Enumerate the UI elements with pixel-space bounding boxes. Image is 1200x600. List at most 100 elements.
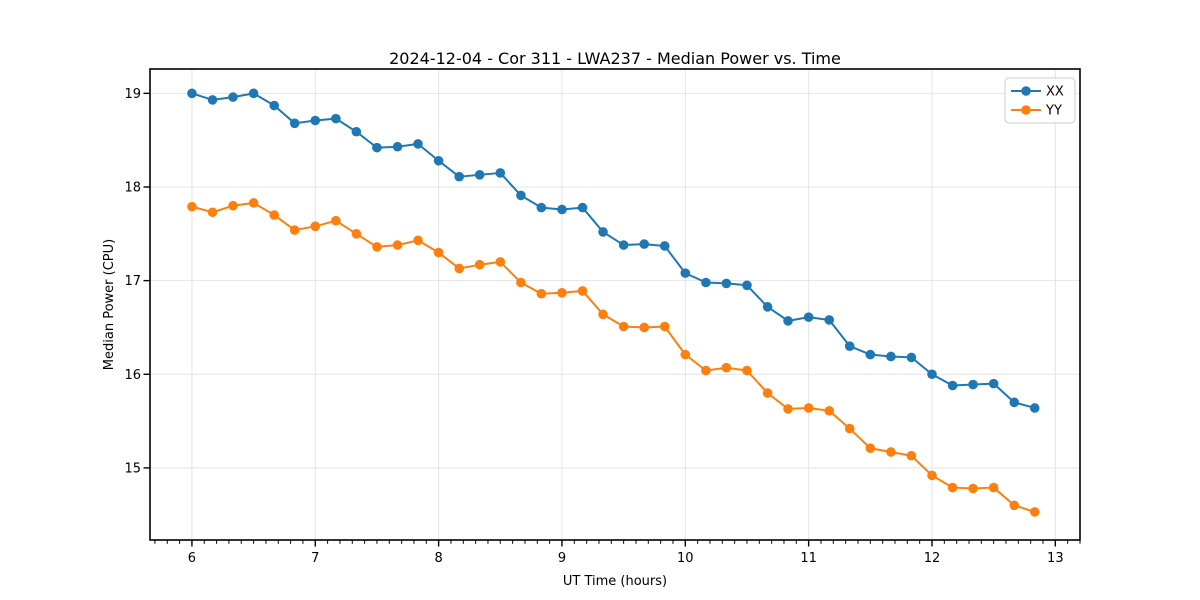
data-point-xx [803, 312, 814, 322]
data-point-yy [577, 286, 588, 296]
y-tick-label: 15 [124, 461, 141, 476]
data-point-yy [248, 198, 259, 208]
data-point-xx [618, 240, 629, 250]
data-point-xx [474, 170, 485, 180]
legend-box [1004, 77, 1076, 124]
data-point-yy [988, 482, 999, 493]
data-point-xx [721, 278, 732, 289]
data-point-xx [659, 241, 670, 251]
x-axis-label: UT Time (hours) [563, 574, 667, 589]
data-point-yy [762, 388, 773, 398]
data-point-xx [1009, 397, 1020, 408]
data-point-yy [1009, 500, 1020, 511]
series-xx [187, 88, 1040, 413]
data-point-yy [557, 287, 567, 298]
data-point-yy [927, 470, 937, 481]
axis-text: 2024-12-04 - Cor 311 - LWA237 - Median P… [102, 49, 841, 589]
data-point-yy [1029, 507, 1040, 517]
x-tick-label: 11 [800, 551, 817, 566]
data-point-xx [886, 351, 896, 362]
data-point-xx [824, 315, 835, 325]
axes-border [149, 68, 1081, 541]
data-point-xx [248, 88, 259, 99]
y-tick-label: 16 [124, 368, 141, 383]
data-point-yy [372, 242, 382, 252]
legend-label-xx: XX [1046, 85, 1064, 100]
data-point-xx [413, 139, 423, 149]
data-point-xx [331, 113, 341, 124]
data-point-xx [433, 155, 444, 166]
x-tick-label: 6 [188, 551, 196, 566]
data-point-xx [289, 118, 300, 129]
data-point-xx [988, 378, 999, 389]
data-point-xx [844, 341, 855, 351]
data-point-xx [680, 268, 691, 278]
data-point-yy [536, 288, 547, 299]
data-point-yy [454, 263, 465, 274]
data-point-yy [742, 365, 752, 376]
x-tick-label: 7 [311, 551, 319, 566]
data-point-yy [906, 450, 917, 461]
data-point-yy [844, 423, 855, 434]
data-point-xx [947, 380, 958, 391]
legend: XX YY [1004, 77, 1076, 124]
series-yy [187, 198, 1040, 517]
data-point-yy [331, 215, 341, 226]
data-point-xx [516, 190, 526, 201]
plot-series [187, 88, 1040, 517]
data-point-xx [577, 202, 588, 213]
data-point-yy [516, 277, 526, 288]
data-point-yy [228, 200, 238, 211]
data-point-yy [968, 483, 978, 494]
x-tick-label: 9 [558, 551, 566, 566]
data-point-xx [783, 316, 793, 326]
axis-ticks [143, 92, 1081, 547]
legend-marker-sample [1021, 86, 1031, 96]
data-point-xx [269, 100, 280, 111]
data-point-yy [598, 309, 608, 320]
data-point-xx [701, 277, 711, 288]
data-point-xx [495, 168, 506, 178]
data-point-xx [927, 369, 937, 380]
data-point-xx [351, 126, 362, 137]
data-point-xx [762, 302, 773, 312]
y-axis-label: Median Power (CPU) [102, 239, 117, 370]
x-tick-label: 12 [924, 551, 941, 566]
data-point-yy [639, 322, 650, 333]
data-point-yy [289, 225, 300, 235]
data-point-xx [187, 88, 197, 99]
data-point-yy [618, 321, 629, 332]
data-point-yy [187, 201, 197, 212]
data-point-xx [310, 115, 321, 126]
data-point-xx [906, 352, 917, 363]
data-point-yy [207, 207, 218, 218]
data-point-yy [351, 229, 362, 239]
data-point-yy [803, 403, 814, 413]
y-tick-label: 19 [124, 87, 141, 102]
data-point-xx [639, 239, 650, 249]
y-tick-label: 17 [124, 274, 141, 289]
grid-lines [150, 69, 1080, 540]
legend-marker-sample [1021, 105, 1031, 115]
data-point-yy [947, 482, 958, 493]
data-point-yy [680, 349, 691, 360]
x-tick-label: 8 [434, 551, 442, 566]
data-point-xx [454, 171, 465, 182]
data-point-yy [886, 447, 896, 457]
chart-title: 2024-12-04 - Cor 311 - LWA237 - Median P… [389, 49, 841, 68]
data-point-yy [474, 259, 485, 270]
data-point-xx [392, 141, 403, 152]
data-point-xx [598, 227, 608, 237]
data-point-yy [783, 404, 793, 414]
tick-labels: 6 7 8 9 10 11 12 13 15 16 17 18 19 [124, 87, 1063, 566]
data-point-xx [968, 379, 978, 390]
data-point-xx [865, 349, 876, 360]
data-point-yy [310, 221, 321, 232]
data-point-xx [1029, 403, 1040, 413]
data-point-yy [269, 210, 280, 220]
data-point-xx [207, 95, 218, 105]
y-tick-label: 18 [124, 181, 141, 196]
data-point-xx [372, 142, 382, 153]
